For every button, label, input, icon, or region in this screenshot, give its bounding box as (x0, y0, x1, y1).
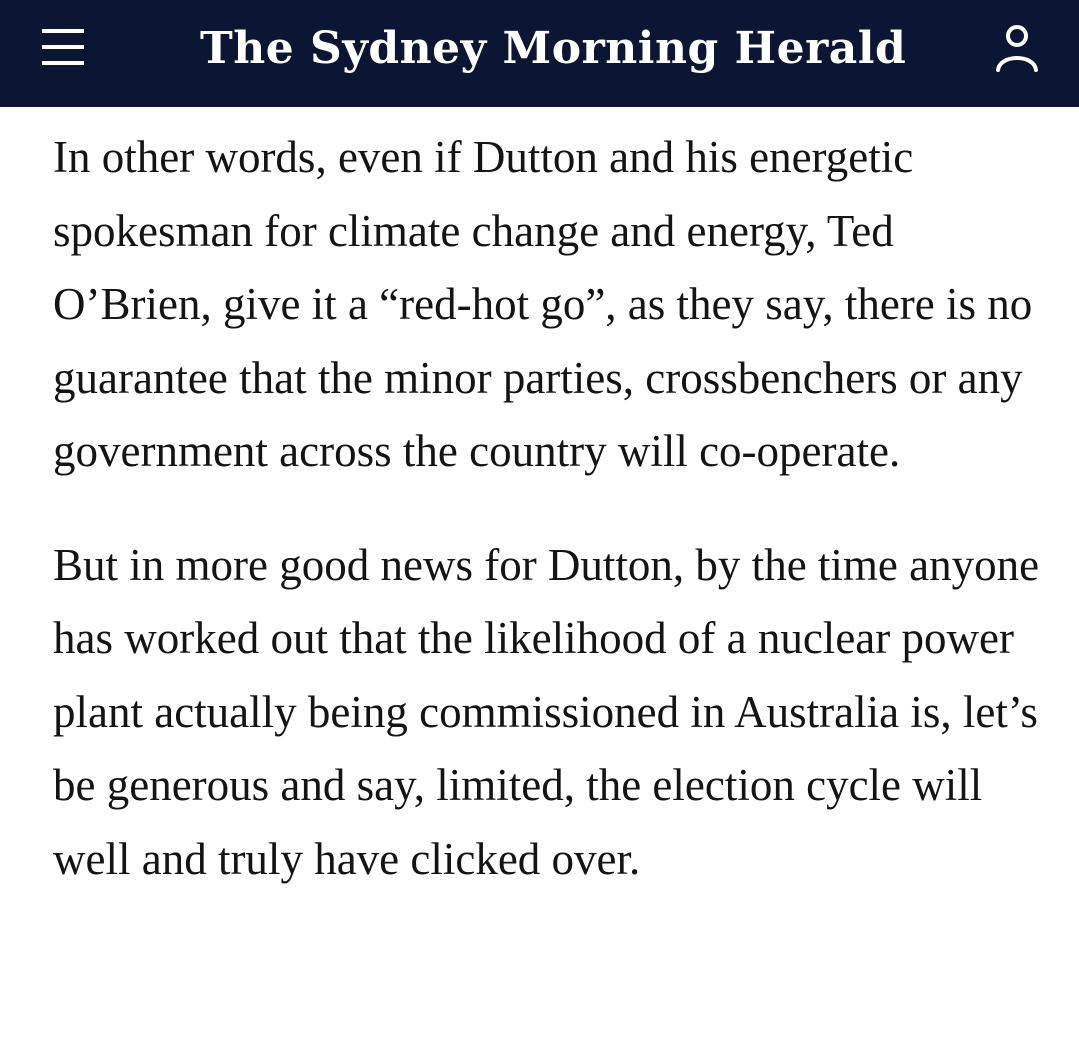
article-body: In other words, even if Dutton and his e… (53, 121, 1043, 936)
user-account-icon[interactable] (992, 22, 1042, 74)
article-paragraph: But in more good news for Dutton, by the… (53, 539, 1040, 884)
article-paragraph: In other words, even if Dutton and his e… (53, 132, 1033, 476)
site-masthead-logo[interactable]: The Sydney Morning Herald (200, 23, 907, 74)
hamburger-menu-icon[interactable] (42, 26, 84, 68)
site-header: The Sydney Morning Herald (0, 0, 1079, 107)
